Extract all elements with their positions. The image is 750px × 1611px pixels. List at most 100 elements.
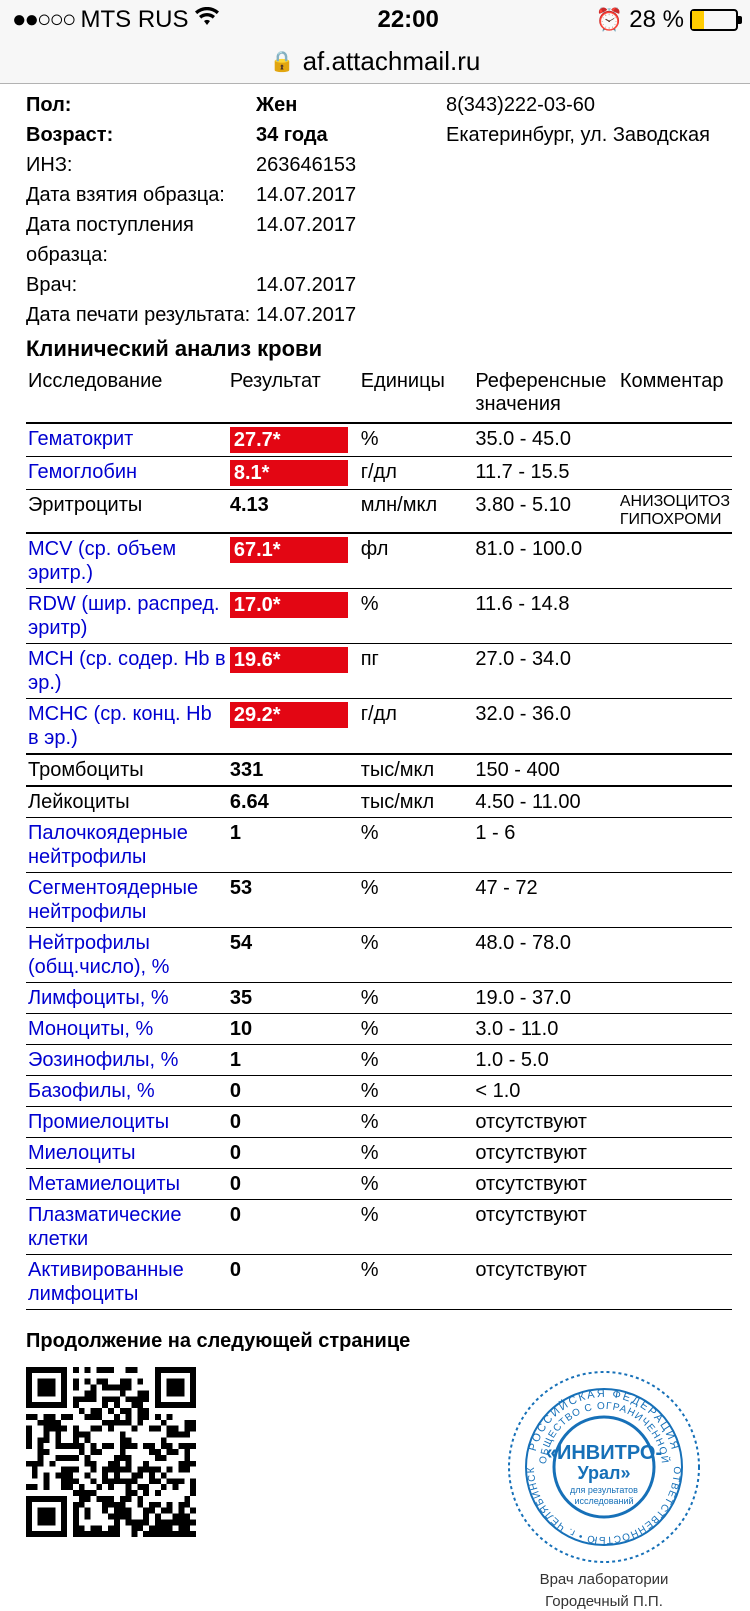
comment-cell xyxy=(618,1255,732,1310)
table-header-cell: Исследование xyxy=(26,366,228,423)
stamp-and-signature: РОССИЙСКАЯ ФЕДЕРАЦИЯ ОБЩЕСТВО С ОГРАНИЧЕ… xyxy=(484,1367,724,1611)
result-cell: 0 xyxy=(228,1107,359,1138)
test-name-cell: Базофилы, % xyxy=(26,1076,228,1107)
result-cell: 29.2* xyxy=(228,699,359,755)
table-header-cell: Референсные значения xyxy=(473,366,618,423)
signatory-line1: Врач лаборатории xyxy=(484,1571,724,1589)
info-right xyxy=(446,270,732,300)
unit-cell: % xyxy=(359,1138,474,1169)
result-cell: 0 xyxy=(228,1076,359,1107)
table-row: Миелоциты0%отсутствуют xyxy=(26,1138,732,1169)
reference-cell: отсутствуют xyxy=(473,1255,618,1310)
info-row: ИНЗ:263646153 xyxy=(26,150,732,180)
reference-cell: 3.0 - 11.0 xyxy=(473,1014,618,1045)
status-left: ●●○○○ MTS RUS xyxy=(12,6,220,34)
comment-cell xyxy=(618,1045,732,1076)
unit-cell: тыс/мкл xyxy=(359,754,474,786)
table-row: Базофилы, %0%< 1.0 xyxy=(26,1076,732,1107)
comment-cell xyxy=(618,533,732,589)
reference-cell: 35.0 - 45.0 xyxy=(473,423,618,457)
results-table: ИсследованиеРезультатЕдиницыРеференсные … xyxy=(26,366,732,1310)
comment-cell xyxy=(618,644,732,699)
table-header-row: ИсследованиеРезультатЕдиницыРеференсные … xyxy=(26,366,732,423)
result-cell: 0 xyxy=(228,1138,359,1169)
result-cell: 6.64 xyxy=(228,786,359,818)
info-row: Дата печати результата:14.07.2017 xyxy=(26,300,732,330)
unit-cell: % xyxy=(359,1107,474,1138)
comment-cell xyxy=(618,1014,732,1045)
reference-cell: 1.0 - 5.0 xyxy=(473,1045,618,1076)
test-name-cell: Активированные лимфоциты xyxy=(26,1255,228,1310)
unit-cell: % xyxy=(359,1255,474,1310)
table-row: Эритроциты4.13млн/мкл3.80 - 5.10АНИЗОЦИТ… xyxy=(26,490,732,534)
info-value: 34 года xyxy=(256,120,446,150)
table-header-cell: Комментар xyxy=(618,366,732,423)
battery-pct: 28 % xyxy=(629,6,684,34)
table-row: MCV (ср. объем эритр.)67.1*фл81.0 - 100.… xyxy=(26,533,732,589)
info-value: 14.07.2017 xyxy=(256,180,446,210)
result-cell: 10 xyxy=(228,1014,359,1045)
unit-cell: % xyxy=(359,1014,474,1045)
unit-cell: % xyxy=(359,1169,474,1200)
unit-cell: млн/мкл xyxy=(359,490,474,534)
comment-cell xyxy=(618,699,732,755)
result-cell: 0 xyxy=(228,1169,359,1200)
unit-cell: % xyxy=(359,928,474,983)
comment-cell xyxy=(618,928,732,983)
info-value: 14.07.2017 xyxy=(256,270,446,300)
table-body: Гематокрит27.7*%35.0 - 45.0Гемоглобин8.1… xyxy=(26,423,732,1310)
info-right: Екатеринбург, ул. Заводская xyxy=(446,120,732,150)
info-value: Жен xyxy=(256,90,446,120)
signatory-line2: Городечный П.П. xyxy=(484,1593,724,1611)
result-cell: 27.7* xyxy=(228,423,359,457)
svg-text:для результатов: для результатов xyxy=(570,1485,638,1495)
result-cell: 331 xyxy=(228,754,359,786)
info-label: Дата печати результата: xyxy=(26,300,256,330)
comment-cell xyxy=(618,1169,732,1200)
carrier-label: MTS RUS xyxy=(80,6,188,34)
result-cell: 8.1* xyxy=(228,457,359,490)
svg-text:«ИНВИТРО-: «ИНВИТРО- xyxy=(546,1442,662,1464)
info-label: Дата поступления образца: xyxy=(26,210,256,270)
info-row: Дата взятия образца:14.07.2017 xyxy=(26,180,732,210)
test-name-cell: RDW (шир. распред. эритр) xyxy=(26,589,228,644)
comment-cell xyxy=(618,818,732,873)
result-cell: 53 xyxy=(228,873,359,928)
test-name-cell: Гематокрит xyxy=(26,423,228,457)
signal-dots-icon: ●●○○○ xyxy=(12,6,74,34)
info-right xyxy=(446,210,732,270)
info-value: 14.07.2017 xyxy=(256,300,446,330)
table-row: MCHC (ср. конц. Hb в эр.)29.2*г/дл32.0 -… xyxy=(26,699,732,755)
table-row: Метамиелоциты0%отсутствуют xyxy=(26,1169,732,1200)
test-name-cell: MCV (ср. объем эритр.) xyxy=(26,533,228,589)
table-header-cell: Единицы xyxy=(359,366,474,423)
battery-icon xyxy=(690,9,738,31)
test-name-cell: Тромбоциты xyxy=(26,754,228,786)
reference-cell: < 1.0 xyxy=(473,1076,618,1107)
test-name-cell: Эритроциты xyxy=(26,490,228,534)
status-right: ⏰ 28 % xyxy=(596,6,738,34)
section-title: Клинический анализ крови xyxy=(26,336,732,362)
info-label: ИНЗ: xyxy=(26,150,256,180)
unit-cell: г/дл xyxy=(359,699,474,755)
comment-cell xyxy=(618,457,732,490)
test-name-cell: Промиелоциты xyxy=(26,1107,228,1138)
unit-cell: пг xyxy=(359,644,474,699)
comment-cell xyxy=(618,1076,732,1107)
test-name-cell: Плазматические клетки xyxy=(26,1200,228,1255)
result-cell: 1 xyxy=(228,818,359,873)
table-row: Сегментоядерные нейтрофилы53%47 - 72 xyxy=(26,873,732,928)
reference-cell: 32.0 - 36.0 xyxy=(473,699,618,755)
info-label: Возраст: xyxy=(26,120,256,150)
info-label: Пол: xyxy=(26,90,256,120)
comment-cell xyxy=(618,1107,732,1138)
test-name-cell: MCHC (ср. конц. Hb в эр.) xyxy=(26,699,228,755)
test-name-cell: Лейкоциты xyxy=(26,786,228,818)
unit-cell: % xyxy=(359,1076,474,1107)
table-row: Промиелоциты0%отсутствуют xyxy=(26,1107,732,1138)
unit-cell: % xyxy=(359,423,474,457)
info-value: 14.07.2017 xyxy=(256,210,446,270)
safari-url-bar[interactable]: 🔒 af.attachmail.ru xyxy=(0,40,750,84)
info-label: Врач: xyxy=(26,270,256,300)
table-row: Палочкоядерные нейтрофилы1%1 - 6 xyxy=(26,818,732,873)
